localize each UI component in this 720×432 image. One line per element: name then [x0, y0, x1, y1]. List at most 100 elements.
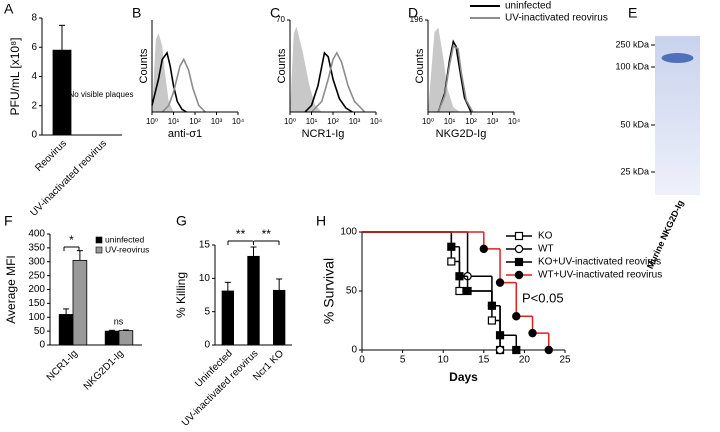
marker	[455, 286, 464, 296]
x-axis-label: Days	[449, 370, 478, 384]
x-tick-label: 10⁰	[146, 117, 158, 126]
annotation: No visible plaques	[69, 90, 134, 99]
panel-letter: G	[176, 213, 187, 229]
y-tick-label: 300	[28, 256, 45, 267]
x-tick-label: Reovirus	[33, 138, 69, 174]
y-tick-label: 2	[31, 100, 37, 111]
x-tick-label: 10⁴	[508, 117, 521, 126]
y-tick-label: 100	[340, 227, 357, 238]
x-tick-label: 15	[478, 355, 490, 366]
legend-marker	[514, 270, 524, 280]
x-tick-label: NKG2D1-Ig	[82, 348, 126, 392]
x-tick-label: UV-inactivated reovirus	[28, 138, 108, 218]
y-tick-label: 10	[199, 273, 211, 284]
x-tick-label: 10⁰	[284, 117, 296, 126]
marker	[455, 272, 464, 281]
legend-label: WT	[538, 244, 554, 255]
legend-label: UV-inactivated reovirus	[505, 13, 608, 24]
y-tick-label: 150	[28, 298, 45, 309]
x-tick-label: 25	[559, 355, 571, 366]
marker	[495, 331, 505, 340]
x-tick-label: 10¹	[306, 117, 318, 126]
marker	[447, 242, 456, 251]
legend-label: uninfected	[505, 1, 551, 12]
bar	[118, 330, 134, 346]
x-axis-label: NCR1-Ig	[302, 128, 345, 140]
marker	[495, 278, 505, 287]
panel-letter: F	[4, 213, 13, 229]
y-tick-label: 0	[31, 130, 37, 141]
y-tick-label: 4	[31, 71, 37, 82]
y-tick-label: 250	[28, 270, 45, 281]
y-tick-label: 196	[410, 15, 424, 24]
x-tick-label: 10³	[349, 117, 361, 126]
y-axis-label: Counts	[414, 48, 426, 83]
x-tick-label: NCR1-Ig	[45, 348, 80, 383]
bar	[221, 290, 235, 346]
y-tick-label: 0	[351, 345, 357, 356]
x-tick-label: 10³	[211, 117, 223, 126]
histogram-line	[304, 51, 353, 113]
x-tick-label: 10²	[327, 117, 339, 126]
annotation: *	[69, 233, 74, 247]
histogram-line	[310, 51, 366, 113]
x-tick-label: 5	[400, 355, 406, 366]
y-axis-label: % Survival	[321, 258, 337, 324]
y-tick-label: 70	[276, 15, 285, 24]
panel-letter: A	[4, 1, 14, 17]
y-axis-label: % Killing	[174, 272, 188, 318]
control-histogram	[290, 26, 322, 113]
x-axis-label: NKG2D-Ig	[436, 128, 487, 140]
y-axis-label: Average MFI	[4, 255, 18, 323]
marker	[487, 301, 497, 310]
marker	[512, 312, 521, 321]
panel-letter: C	[270, 5, 280, 21]
legend-label: WT+UV-inactivated reovirus	[538, 270, 662, 281]
panel-letter: H	[316, 213, 326, 229]
bar	[104, 330, 120, 346]
x-tick-label: 10³	[487, 117, 499, 126]
bar	[272, 289, 286, 346]
legend-swatch	[95, 236, 103, 244]
x-tick-label: 20	[519, 355, 531, 366]
y-axis-label: Counts	[276, 48, 288, 83]
bar	[72, 259, 88, 346]
y-tick-label: 400	[28, 229, 45, 240]
marker	[447, 257, 456, 266]
y-tick-label: 8	[31, 13, 37, 24]
marker	[479, 244, 488, 254]
panel-letter: D	[408, 5, 418, 21]
legend-label: KO+UV-inactivated reovirus	[538, 257, 661, 268]
y-tick-label: 5	[204, 306, 210, 317]
control-histogram	[152, 33, 174, 113]
legend-label: uninfected	[105, 234, 144, 244]
y-tick-label: 0	[204, 340, 210, 351]
panel-letter: B	[132, 5, 141, 21]
ladder-label: 250 kDa	[615, 39, 649, 49]
x-tick-label: 10²	[189, 117, 201, 126]
y-axis-label: Counts	[138, 48, 150, 83]
legend-label: UV-reovirus	[105, 244, 149, 254]
annotation: P<0.05	[522, 290, 564, 305]
marker	[495, 345, 505, 355]
legend-label: KO	[538, 231, 553, 242]
bar	[247, 255, 260, 346]
x-tick-label: 10²	[465, 117, 477, 126]
x-tick-label: 0	[359, 355, 365, 366]
y-tick-label: 15	[199, 240, 211, 251]
marker	[512, 345, 521, 355]
x-tick-label: 10¹	[444, 117, 456, 126]
panel-letter: E	[628, 5, 637, 21]
x-tick-label: 10⁴	[232, 117, 245, 126]
x-tick-label: 10⁴	[370, 117, 383, 126]
x-tick-label: 10¹	[168, 117, 180, 126]
control-histogram	[428, 27, 460, 112]
y-tick-label: 50	[346, 286, 358, 297]
legend-marker	[514, 231, 524, 241]
legend-marker	[514, 257, 524, 267]
histogram-line	[437, 45, 474, 113]
x-tick-label: 10⁰	[422, 117, 434, 126]
marker	[544, 345, 553, 355]
